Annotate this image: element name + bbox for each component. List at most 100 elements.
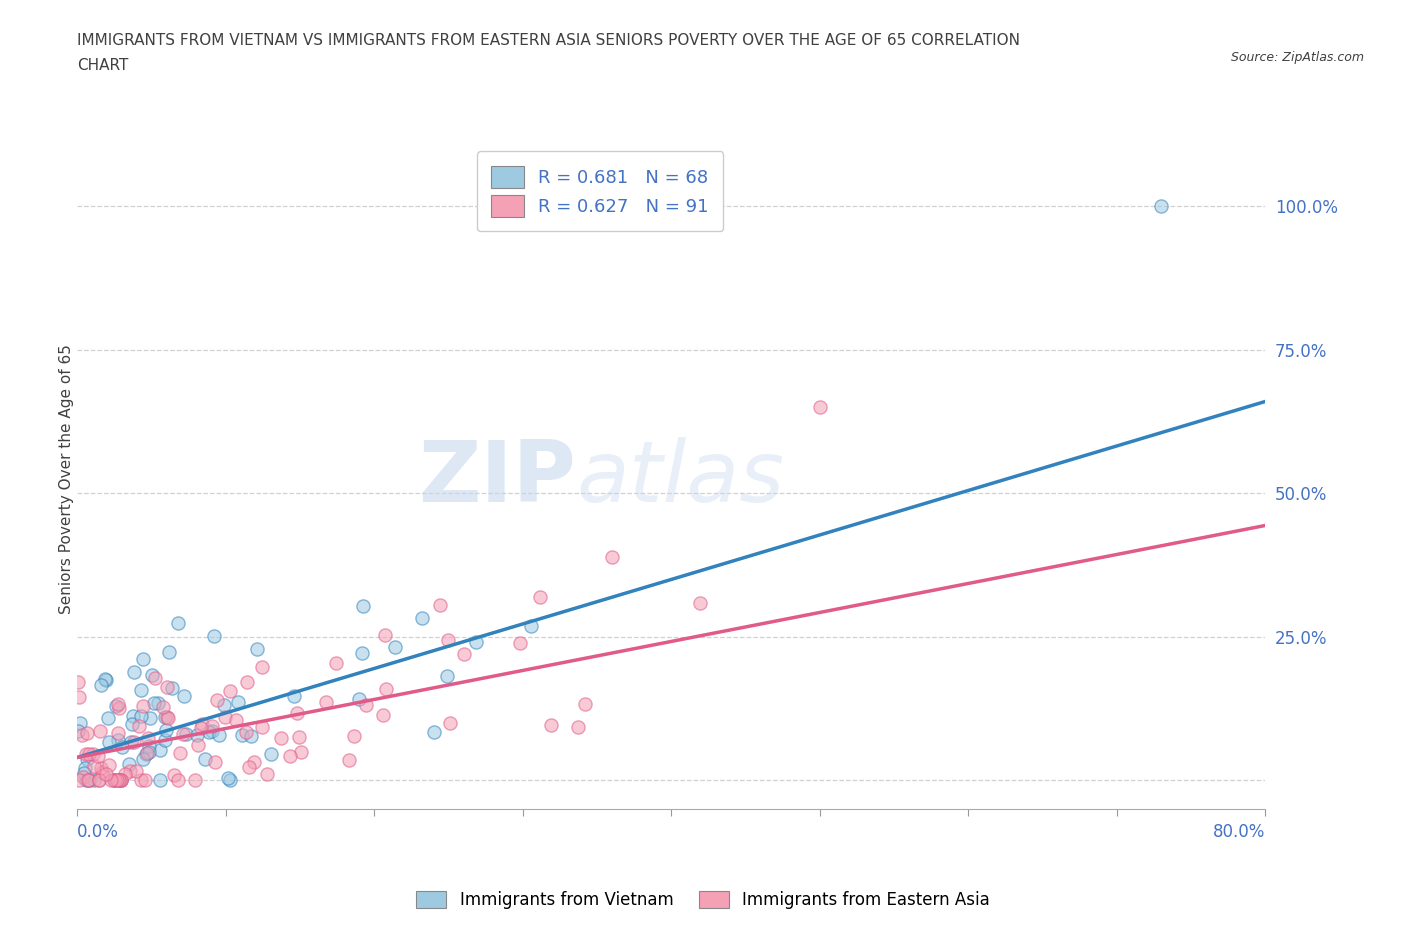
Point — [139, 711, 162, 725]
Point — [136, 730, 159, 745]
Point — [212, 698, 235, 712]
Point — [437, 633, 460, 648]
Point — [94, 766, 117, 781]
Point — [124, 764, 146, 778]
Text: ZIP: ZIP — [419, 437, 576, 521]
Point — [107, 733, 129, 748]
Point — [225, 712, 247, 727]
Point — [129, 683, 152, 698]
Point — [149, 773, 172, 788]
Point — [205, 693, 228, 708]
Point — [76, 725, 98, 740]
Point — [143, 671, 166, 685]
Point — [132, 698, 155, 713]
Text: Source: ZipAtlas.com: Source: ZipAtlas.com — [1230, 51, 1364, 64]
Point — [124, 664, 146, 679]
Point — [110, 773, 132, 788]
Point — [104, 698, 127, 713]
Point — [250, 659, 273, 674]
Point — [114, 766, 136, 781]
Point — [94, 672, 117, 687]
Point — [135, 747, 157, 762]
Point — [169, 745, 191, 760]
Point — [509, 635, 531, 650]
Point — [157, 644, 180, 659]
Point — [429, 598, 451, 613]
Point — [172, 726, 194, 741]
Point — [238, 760, 260, 775]
Point — [290, 744, 312, 759]
Point — [146, 696, 169, 711]
Point — [246, 642, 269, 657]
Point — [283, 689, 305, 704]
Point — [83, 759, 105, 774]
Point — [574, 697, 596, 711]
Point — [132, 751, 155, 766]
Point — [252, 720, 274, 735]
Y-axis label: Seniors Poverty Over the Age of 65: Seniors Poverty Over the Age of 65 — [59, 344, 73, 614]
Point — [343, 728, 366, 743]
Point — [108, 773, 131, 788]
Point — [110, 773, 132, 788]
Point — [464, 634, 486, 649]
Point — [129, 709, 152, 724]
Point — [204, 754, 226, 769]
Point — [173, 689, 195, 704]
Point — [347, 692, 370, 707]
Point — [214, 710, 236, 724]
Point — [160, 681, 183, 696]
Point — [134, 773, 156, 788]
Point — [218, 684, 240, 698]
Point — [90, 677, 112, 692]
Point — [157, 711, 180, 725]
Point — [97, 757, 120, 772]
Legend: R = 0.681   N = 68, R = 0.627   N = 91: R = 0.681 N = 68, R = 0.627 N = 91 — [477, 152, 723, 232]
Point — [82, 746, 104, 761]
Point — [191, 717, 214, 732]
Point — [256, 767, 278, 782]
Point — [124, 735, 146, 750]
Point — [75, 761, 97, 776]
Point — [75, 773, 97, 788]
Point — [155, 710, 177, 724]
Point — [156, 710, 179, 724]
Point — [75, 746, 97, 761]
Point — [208, 727, 231, 742]
Point — [352, 598, 374, 613]
Point — [131, 652, 153, 667]
Text: CHART: CHART — [77, 58, 129, 73]
Point — [354, 698, 377, 712]
Point — [411, 611, 433, 626]
Point — [184, 773, 207, 788]
Point — [87, 749, 110, 764]
Point — [120, 735, 142, 750]
Point — [288, 730, 311, 745]
Point — [201, 719, 224, 734]
Point — [83, 773, 105, 788]
Point — [270, 731, 292, 746]
Point — [285, 706, 308, 721]
Point — [87, 773, 110, 788]
Point — [129, 773, 152, 788]
Point — [371, 707, 394, 722]
Point — [315, 695, 337, 710]
Point — [352, 645, 374, 660]
Point — [67, 724, 90, 738]
Point — [808, 400, 831, 415]
Point — [69, 715, 91, 730]
Point — [166, 773, 188, 788]
Point — [138, 738, 160, 753]
Point — [143, 696, 166, 711]
Point — [100, 773, 122, 788]
Point — [105, 773, 128, 788]
Point — [325, 656, 347, 671]
Point — [90, 761, 112, 776]
Point — [103, 773, 125, 788]
Point — [149, 743, 172, 758]
Point — [152, 699, 174, 714]
Point — [118, 764, 141, 778]
Point — [121, 709, 143, 724]
Point — [374, 628, 396, 643]
Point — [108, 700, 131, 715]
Point — [67, 675, 90, 690]
